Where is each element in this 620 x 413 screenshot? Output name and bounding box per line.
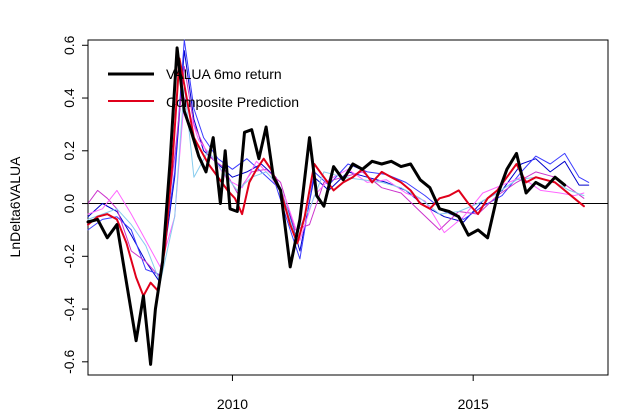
x-tick-label-0: 2010 <box>217 396 248 412</box>
x-axis: 2010 2015 <box>217 375 489 412</box>
y-tick-label-4: 0.2 <box>61 141 77 161</box>
plot-frame <box>87 39 609 376</box>
series-line-1 <box>87 57 585 297</box>
series-line-0 <box>86 46 567 366</box>
legend-label-valua: VALUA 6mo return <box>166 66 282 82</box>
y-tick-label-3: 0.0 <box>61 194 77 214</box>
series-line-4 <box>87 65 585 278</box>
y-tick-label-1: -0.4 <box>61 297 77 321</box>
legend-label-composite: Composite Prediction <box>166 94 299 110</box>
y-tick-label-0: -0.6 <box>61 350 77 374</box>
y-tick-label-6: 0.6 <box>61 35 77 55</box>
legend: VALUA 6mo return Composite Prediction <box>108 66 299 110</box>
series-line-5 <box>87 97 585 268</box>
series-layer <box>86 39 590 366</box>
y-tick-label-5: 0.4 <box>61 88 77 108</box>
x-tick-label-1: 2015 <box>458 396 489 412</box>
y-axis: -0.6 -0.4 -0.2 0.0 0.2 0.4 0.6 <box>61 35 88 374</box>
y-axis-label: LnDelta6VALUA <box>7 156 23 258</box>
y-tick-label-2: -0.2 <box>61 244 77 268</box>
